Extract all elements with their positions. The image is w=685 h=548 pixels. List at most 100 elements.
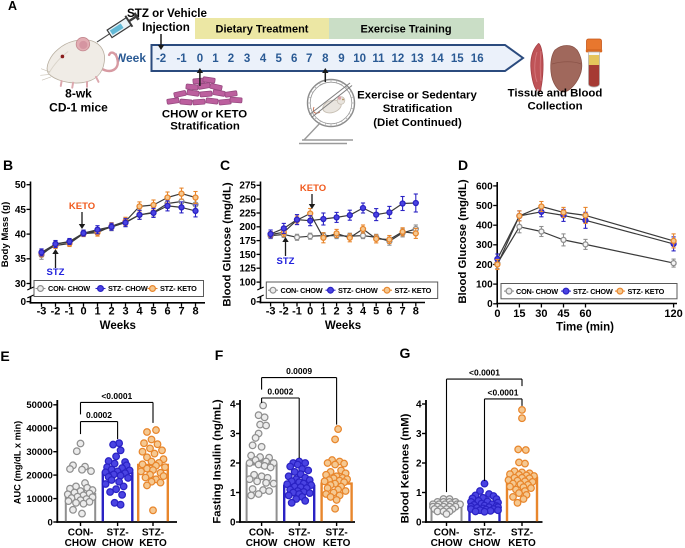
svg-text:Week: Week: [115, 51, 146, 65]
svg-text:5: 5: [275, 53, 282, 65]
svg-text:8-wk: 8-wk: [65, 87, 92, 101]
svg-text:45: 45: [15, 205, 27, 216]
svg-text:4: 4: [260, 53, 267, 65]
svg-text:275: 275: [239, 181, 256, 192]
svg-text:60: 60: [579, 308, 591, 320]
svg-text:300: 300: [476, 240, 493, 251]
svg-text:KETO: KETO: [323, 538, 351, 548]
svg-text:12: 12: [392, 53, 405, 65]
svg-text:Collection: Collection: [527, 101, 582, 113]
svg-text:2: 2: [228, 53, 234, 65]
svg-text:50000: 50000: [26, 400, 52, 411]
svg-text:A: A: [8, 0, 17, 13]
svg-text:CHOW: CHOW: [102, 538, 134, 548]
svg-text:3: 3: [347, 306, 353, 318]
svg-text:175: 175: [239, 236, 256, 247]
svg-text:Injection: Injection: [142, 21, 190, 34]
svg-text:1: 1: [212, 53, 219, 65]
svg-text:-2: -2: [156, 53, 166, 65]
svg-text:0: 0: [20, 297, 26, 308]
svg-text:CON-: CON-: [68, 528, 94, 539]
svg-text:STZ: STZ: [47, 267, 65, 278]
svg-text:6: 6: [386, 306, 392, 318]
svg-text:Stratification: Stratification: [170, 121, 240, 133]
svg-text:STZ- CHOW: STZ- CHOW: [108, 284, 148, 293]
svg-text:Fasting Insulin (ng/mL): Fasting Insulin (ng/mL): [212, 399, 224, 523]
svg-text:CHOW: CHOW: [246, 538, 278, 548]
svg-text:0: 0: [487, 299, 493, 310]
svg-text:10000: 10000: [26, 494, 52, 505]
svg-text:8: 8: [192, 306, 198, 318]
svg-text:0: 0: [230, 517, 236, 528]
svg-text:0.0002: 0.0002: [86, 410, 112, 420]
svg-text:16: 16: [471, 53, 484, 65]
svg-text:3: 3: [244, 53, 250, 65]
svg-text:CHOW or KETO: CHOW or KETO: [162, 108, 247, 120]
svg-text:KETO: KETO: [139, 538, 167, 548]
svg-text:Tissue and Blood: Tissue and Blood: [508, 88, 603, 100]
svg-text:150: 150: [239, 250, 256, 261]
svg-text:100: 100: [476, 280, 493, 291]
svg-text:45: 45: [557, 308, 569, 320]
svg-text:3: 3: [122, 306, 128, 318]
svg-text:STZ-: STZ-: [288, 528, 310, 539]
svg-text:1: 1: [416, 488, 422, 499]
svg-text:0: 0: [250, 297, 256, 308]
svg-text:(Diet Continued): (Diet Continued): [373, 117, 462, 129]
svg-text:0: 0: [494, 308, 500, 320]
svg-text:CON- CHOW: CON- CHOW: [281, 286, 323, 295]
svg-text:1: 1: [230, 488, 236, 499]
svg-text:STZ- KETO: STZ- KETO: [395, 286, 432, 295]
svg-text:-1: -1: [292, 306, 302, 318]
svg-text:KETO: KETO: [69, 201, 95, 212]
svg-text:120: 120: [664, 308, 682, 320]
svg-text:Weeks: Weeks: [100, 320, 136, 332]
svg-text:14: 14: [431, 53, 444, 65]
svg-text:CHOW: CHOW: [283, 538, 315, 548]
svg-text:CON- CHOW: CON- CHOW: [516, 287, 558, 296]
svg-text:50: 50: [15, 180, 27, 191]
svg-text:CD-1 mice: CD-1 mice: [49, 101, 108, 115]
svg-text:D: D: [458, 157, 468, 173]
svg-text:7: 7: [400, 306, 406, 318]
svg-text:CON-: CON-: [434, 528, 460, 539]
svg-text:0.0002: 0.0002: [267, 387, 293, 397]
svg-text:-3: -3: [266, 306, 276, 318]
svg-text:STZ or Vehicle: STZ or Vehicle: [127, 7, 207, 20]
svg-text:Time (min): Time (min): [556, 322, 614, 334]
svg-text:2: 2: [334, 306, 340, 318]
svg-text:STZ-: STZ-: [106, 528, 128, 539]
svg-text:9: 9: [338, 53, 344, 65]
svg-text:600: 600: [476, 181, 493, 192]
svg-text:Stratification: Stratification: [383, 103, 453, 115]
svg-text:200: 200: [476, 260, 493, 271]
svg-text:KETO: KETO: [508, 538, 536, 548]
svg-text:STZ-: STZ-: [325, 528, 347, 539]
svg-text:10: 10: [353, 53, 366, 65]
svg-text:CHOW: CHOW: [431, 538, 463, 548]
svg-text:2: 2: [416, 458, 422, 469]
svg-text:STZ- CHOW: STZ- CHOW: [338, 286, 378, 295]
svg-text:3: 3: [416, 429, 422, 440]
svg-text:40: 40: [15, 230, 27, 241]
svg-text:-2: -2: [51, 306, 61, 318]
svg-text:<0.0001: <0.0001: [488, 387, 519, 397]
svg-text:STZ- KETO: STZ- KETO: [628, 287, 665, 296]
svg-text:15: 15: [451, 53, 464, 65]
svg-text:4: 4: [360, 306, 367, 318]
svg-text:13: 13: [411, 53, 424, 65]
svg-text:0: 0: [307, 306, 313, 318]
svg-text:1: 1: [320, 306, 326, 318]
svg-text:400: 400: [476, 221, 493, 232]
svg-text:4: 4: [136, 306, 143, 318]
svg-text:35: 35: [15, 254, 27, 265]
svg-text:125: 125: [239, 264, 256, 275]
svg-text:C: C: [220, 157, 230, 173]
svg-text:CHOW: CHOW: [65, 538, 97, 548]
svg-text:6: 6: [164, 306, 170, 318]
svg-text:Blood Ketones (mM): Blood Ketones (mM): [399, 413, 411, 523]
svg-text:Body Mass (g): Body Mass (g): [0, 202, 11, 268]
svg-text:STZ- KETO: STZ- KETO: [160, 284, 197, 293]
svg-text:0: 0: [197, 53, 203, 65]
svg-text:-2: -2: [279, 306, 289, 318]
